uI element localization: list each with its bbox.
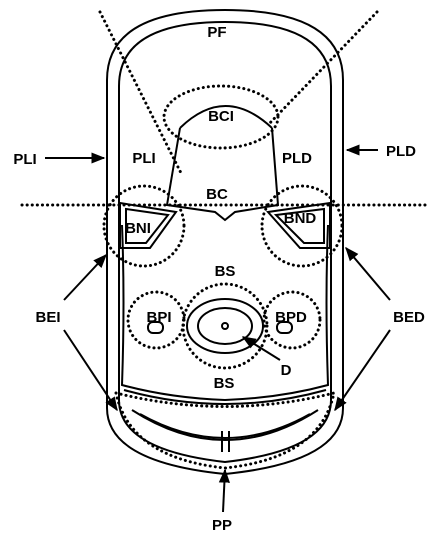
posterior-band-lower-inner xyxy=(139,413,311,439)
label-bei: BEI xyxy=(35,309,60,326)
bci-zone xyxy=(162,84,280,150)
d-disc-outer xyxy=(186,298,264,354)
label-bpd: BPD xyxy=(275,309,307,326)
label-bed: BED xyxy=(393,309,425,326)
bnd-pad xyxy=(266,201,331,249)
label-pp: PP xyxy=(212,517,232,534)
bpd-pad xyxy=(276,321,293,334)
bed-arrow-down xyxy=(334,329,391,412)
bpi-pad xyxy=(147,321,164,334)
bei-arrow-down xyxy=(63,329,118,412)
sole-outline xyxy=(120,224,330,402)
label-pli-inner: PLI xyxy=(132,150,155,167)
d-zone xyxy=(181,282,269,370)
label-bci: BCI xyxy=(208,108,234,125)
inner-outline xyxy=(118,20,332,464)
d-arrow xyxy=(241,336,281,361)
label-pf: PF xyxy=(207,24,226,41)
bni-pad xyxy=(119,201,178,249)
bni-zone xyxy=(102,184,186,268)
bed-arrow-up xyxy=(345,246,391,301)
bei-arrow-up xyxy=(63,253,107,301)
label-bs-lower: BS xyxy=(214,375,235,392)
label-bc: BC xyxy=(206,186,228,203)
label-d: D xyxy=(281,362,292,379)
label-bs-upper: BS xyxy=(215,263,236,280)
bci-dome xyxy=(179,105,273,129)
label-pli-outer: PLI xyxy=(13,151,36,168)
label-bnd: BND xyxy=(284,210,317,227)
d-disc-inner xyxy=(197,307,253,345)
outer-outline xyxy=(106,8,344,476)
dotted-divider-right xyxy=(266,10,379,127)
label-pld-inner: PLD xyxy=(282,150,312,167)
bnd-pad-inner xyxy=(273,207,325,244)
label-bni: BNI xyxy=(125,220,151,237)
bnd-zone xyxy=(260,184,344,268)
bni-pad-inner xyxy=(125,207,170,244)
label-pld-outer: PLD xyxy=(386,143,416,160)
posterior-band-lower xyxy=(131,409,319,441)
pp-zone xyxy=(114,390,336,470)
dotted-divider-left xyxy=(98,10,184,177)
d-disc-center xyxy=(221,322,229,330)
bpd-zone xyxy=(262,290,322,350)
pp-arrow xyxy=(218,468,230,513)
label-bpi: BPI xyxy=(146,309,171,326)
posterior-band-upper xyxy=(123,389,327,405)
